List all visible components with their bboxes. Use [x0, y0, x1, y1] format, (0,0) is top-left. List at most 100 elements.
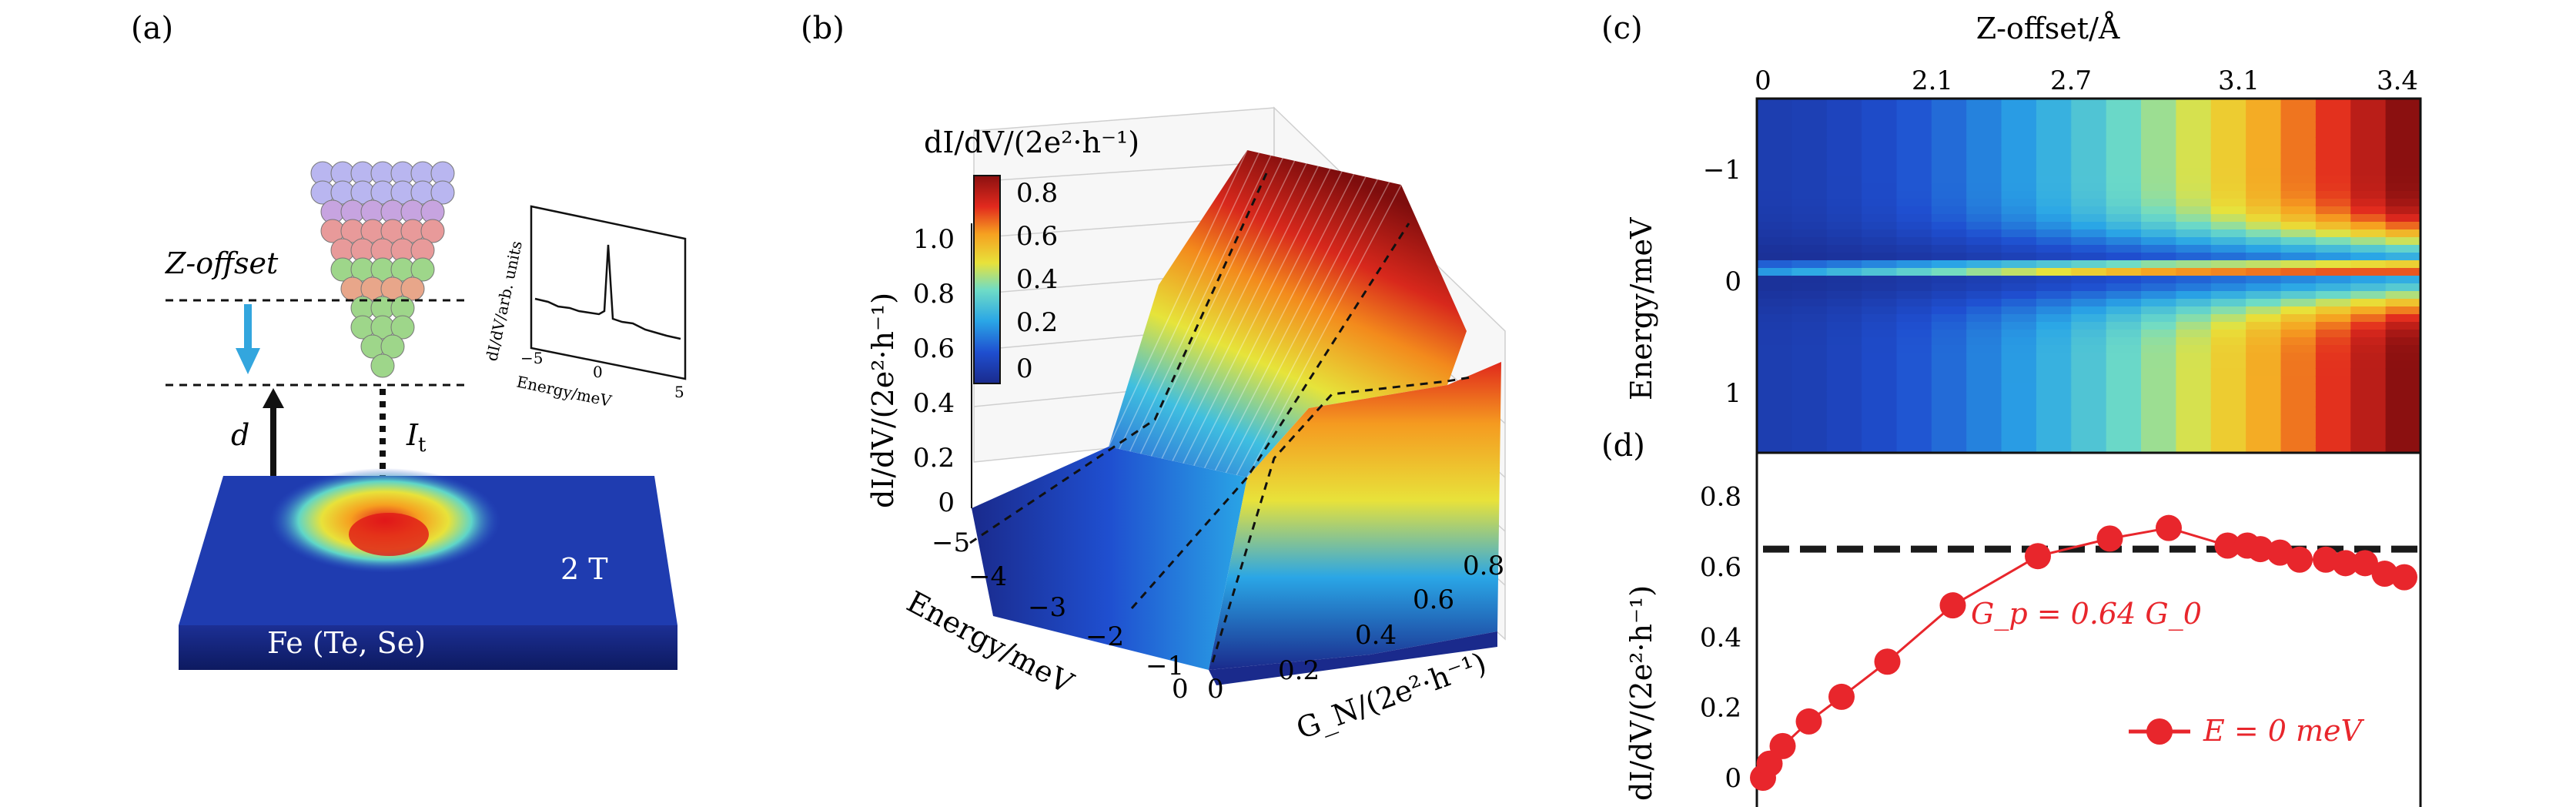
heatmap-cell [1826, 137, 1863, 146]
heatmap-cell [1966, 368, 2002, 377]
heatmap-cell [2350, 376, 2387, 384]
heatmap-cell [2176, 122, 2212, 130]
heatmap-cell [2350, 407, 2387, 415]
heatmap-cell [1826, 191, 1863, 199]
heatmap-cell [2141, 283, 2177, 292]
heatmap-cell [2141, 268, 2177, 276]
heatmap-cell [1896, 391, 1932, 400]
heatmap-cell [2350, 283, 2387, 292]
heatmap-cell [2001, 260, 2037, 269]
heatmap-cell [2001, 137, 2037, 146]
heatmap-cell [1896, 229, 1932, 238]
heatmap-cell [1791, 391, 1828, 400]
heatmap-cell [2036, 430, 2073, 438]
heatmap-cell [1896, 191, 1932, 199]
colorbar-tick-0.2: 0.2 [1016, 307, 1058, 338]
heatmap-cell [2071, 152, 2107, 161]
heatmap-cell [2036, 168, 2073, 176]
heatmap-cell [2106, 322, 2143, 330]
heatmap-cell [2280, 322, 2317, 330]
d-ytick-0.2: 0.2 [1700, 693, 1741, 724]
heatmap-cell [1896, 376, 1932, 384]
heatmap-cell [2176, 399, 2212, 407]
heatmap-cell [1826, 253, 1863, 261]
heatmap-cell [1966, 414, 2002, 423]
data-point [1874, 648, 1901, 675]
heatmap-cell [1896, 199, 1932, 207]
heatmap-cell [2106, 407, 2143, 415]
heatmap-cell [2176, 276, 2212, 284]
heatmap-cell [2071, 106, 2107, 115]
heatmap-cell [2141, 314, 2177, 323]
heatmap-cell [2280, 276, 2317, 284]
heatmap-cell [2246, 268, 2282, 276]
heatmap-cell [1896, 122, 1932, 130]
heatmap-cell [1896, 245, 1932, 253]
heatmap-cell [2001, 106, 2037, 115]
heatmap-cell [1896, 268, 1932, 276]
heatmap-cell [1931, 337, 1968, 346]
heatmap-cell [1757, 229, 1793, 238]
heatmap-cell [2246, 360, 2282, 369]
z-offset-label: Z-offset [165, 246, 279, 280]
heatmap [1757, 99, 2421, 454]
heatmap-cell [2001, 268, 2037, 276]
heatmap-cell [1966, 183, 2002, 192]
colorbar: dI/dV/(2e²·h⁻¹) 0.8 0.6 0.4 0.2 0 [924, 126, 1139, 384]
heatmap-cell [2001, 376, 2037, 384]
3d-conductance-surface [969, 149, 1501, 685]
heatmap-cell [2210, 345, 2247, 353]
heatmap-cell [2141, 422, 2177, 430]
heatmap-cell [2036, 383, 2073, 392]
heatmap-cell [2315, 183, 2352, 192]
data-point [2332, 550, 2359, 577]
heatmap-cell [2141, 306, 2177, 315]
heatmap-cell [1862, 183, 1898, 192]
tip-atom [390, 315, 415, 340]
heatmap-cell [2176, 314, 2212, 323]
heatmap-cell [2315, 168, 2352, 176]
heatmap-cell [2036, 399, 2073, 407]
heatmap-cell [1931, 106, 1968, 115]
heatmap-cell [2385, 283, 2421, 292]
c-ylabel: Energy/meV [1624, 217, 1658, 400]
heatmap-cell [2036, 391, 2073, 400]
surface-main-ridge [1109, 150, 1467, 477]
heatmap-cell [2315, 399, 2352, 407]
heatmap-cell [2246, 399, 2282, 407]
data-point [2313, 546, 2339, 573]
colorbar-title: dI/dV/(2e²·h⁻¹) [924, 126, 1139, 159]
heatmap-cell [1896, 314, 1932, 323]
heatmap-cell [2071, 437, 2107, 446]
data-point [1795, 708, 1822, 735]
heatmap-cell [2106, 414, 2143, 423]
heatmap-cell [1757, 268, 1793, 276]
heatmap-cell [1826, 437, 1863, 446]
heatmap-cell [1826, 414, 1863, 423]
data-point [1939, 592, 1966, 619]
heatmap-cell [1966, 322, 2002, 330]
heatmap-cell [2141, 260, 2177, 269]
heatmap-cell [2246, 206, 2282, 215]
d-label: d [231, 418, 249, 452]
heatmap-cell [1931, 145, 1968, 153]
heatmap-cell [1931, 245, 1968, 253]
heatmap-cell [2071, 276, 2107, 284]
heatmap-cell [2036, 414, 2073, 423]
z-axis-label: dI/dV/(2e²·h⁻¹) [866, 293, 900, 508]
heatmap-cell [1757, 383, 1793, 392]
heatmap-cell [1757, 137, 1793, 146]
heatmap-cell [2036, 129, 2073, 138]
heatmap-cell [2246, 306, 2282, 315]
heatmap-cell [2385, 160, 2421, 169]
heatmap-cell [2036, 245, 2073, 253]
heatmap-cell [2001, 360, 2037, 369]
surface-front-face [1209, 362, 1501, 670]
heatmap-cell [2385, 268, 2421, 276]
heatmap-cell [2385, 299, 2421, 307]
heatmap-cell [2385, 122, 2421, 130]
heatmap-cell [1862, 353, 1898, 361]
heatmap-cell [2246, 122, 2282, 130]
it-label: It [406, 418, 427, 457]
heatmap-cell [1757, 437, 1793, 446]
